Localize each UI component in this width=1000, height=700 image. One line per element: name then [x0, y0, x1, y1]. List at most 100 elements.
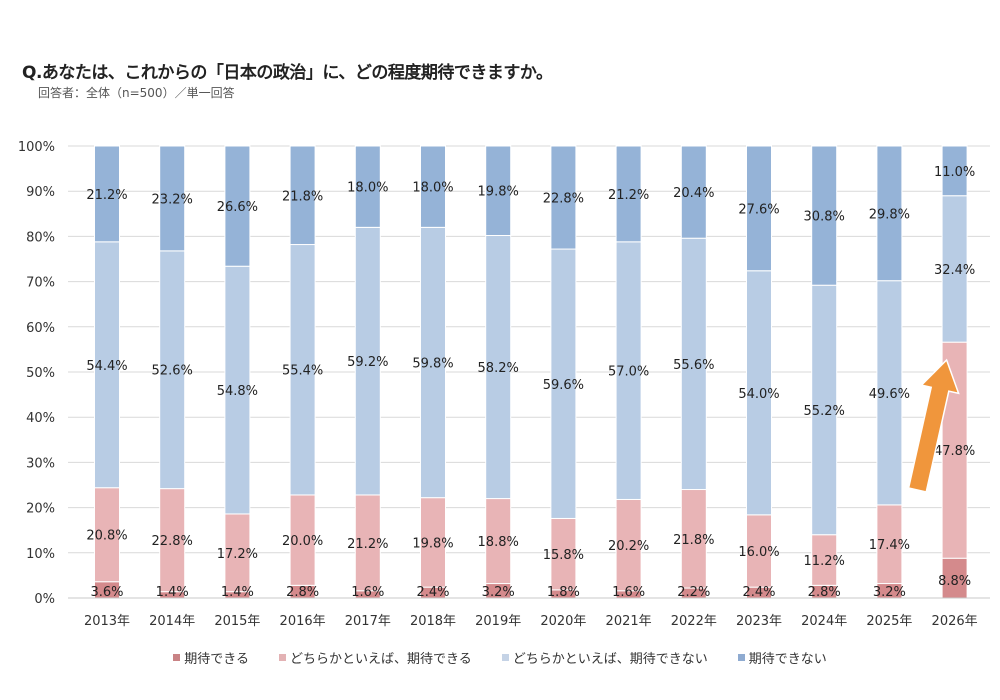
y-tick-label: 0% [34, 592, 55, 607]
legend-item: どちらかといえば、期待できない [501, 648, 708, 667]
y-tick-label: 60% [26, 321, 55, 336]
gridlines [68, 145, 990, 599]
x-tick-label: 2024年 [801, 614, 847, 629]
y-tick-label: 90% [26, 185, 55, 200]
x-tick-label: 2022年 [671, 614, 717, 629]
bar-segment [94, 145, 120, 243]
y-tick-label: 100% [18, 140, 55, 155]
y-tick-label: 40% [26, 411, 55, 426]
bar-segment [224, 145, 251, 267]
y-tick-label: 10% [26, 547, 55, 562]
legend: 期待できる どちらかといえば、期待できる どちらかといえば、期待できない 期待で… [0, 648, 1000, 667]
data-label: 21.8% [673, 533, 714, 548]
arrow-annotation [907, 358, 960, 493]
bar-segment [615, 241, 642, 500]
data-label: 17.4% [869, 538, 910, 553]
data-label: 21.2% [86, 188, 127, 203]
data-label: 1.8% [547, 585, 580, 600]
data-label: 2.4% [416, 585, 449, 600]
data-label: 11.0% [934, 165, 975, 180]
data-label: 22.8% [543, 192, 584, 207]
bar-segment [680, 237, 707, 491]
data-label: 23.2% [152, 192, 193, 207]
data-label: 20.4% [673, 186, 714, 201]
data-label: 1.6% [612, 585, 645, 600]
data-label: 55.6% [673, 358, 714, 373]
legend-swatch [173, 654, 181, 661]
bar-segment [159, 145, 186, 252]
data-label: 18.0% [412, 181, 453, 196]
data-label: 20.0% [282, 534, 323, 549]
data-labels: 3.6% 20.8% 54.4% 21.2% 1.4% 22.8% 52.6% 23.2% 1.… [86, 165, 975, 600]
bar-segment [550, 248, 577, 519]
data-label: 3.6% [90, 585, 123, 600]
data-label: 2.8% [286, 585, 319, 600]
data-label: 29.8% [869, 207, 910, 222]
y-axis: 0% 10% 20% 30% 40% 50% 60% 70% 80% 90% 100% [18, 140, 55, 607]
x-tick-label: 2018年 [410, 614, 456, 629]
legend-swatch [737, 654, 745, 661]
data-label: 26.6% [217, 200, 258, 215]
bar-segment [615, 498, 642, 592]
x-tick-label: 2021年 [606, 614, 652, 629]
legend-swatch [501, 654, 509, 661]
data-label: 17.2% [217, 547, 258, 562]
bar-segment [224, 265, 251, 515]
bar-segment [746, 270, 772, 516]
bar-segment [94, 487, 120, 583]
data-label: 52.6% [152, 364, 193, 379]
data-label: 2.8% [808, 585, 841, 600]
bar-segment [550, 517, 577, 591]
data-label: 21.8% [282, 189, 323, 204]
x-tick-label: 2015年 [214, 614, 260, 629]
data-label: 3.2% [482, 585, 515, 600]
x-tick-label: 2019年 [475, 614, 521, 629]
data-label: 32.4% [934, 263, 975, 278]
data-label: 58.2% [478, 361, 519, 376]
legend-label: どちらかといえば、期待できる [289, 652, 472, 667]
x-tick-label: 2017年 [345, 614, 391, 629]
bar-segment [746, 514, 772, 588]
data-label: 59.6% [543, 378, 584, 393]
bar-segment [485, 145, 512, 236]
x-tick-label: 2020年 [540, 614, 586, 629]
x-tick-label: 2014年 [149, 614, 195, 629]
data-label: 16.0% [738, 545, 779, 560]
legend-item: 期待できる [173, 648, 249, 667]
data-label: 8.8% [938, 574, 971, 589]
data-label: 2.4% [742, 585, 775, 600]
data-label: 27.6% [738, 202, 779, 217]
x-tick-label: 2013年 [84, 614, 130, 629]
x-tick-label: 2026年 [932, 614, 978, 629]
data-label: 54.4% [86, 359, 127, 374]
legend-item: 期待できない [737, 648, 827, 667]
bar-segment [159, 250, 186, 490]
legend-swatch [278, 654, 286, 661]
data-label: 55.4% [282, 364, 323, 379]
annotations [907, 358, 960, 493]
data-label: 57.0% [608, 365, 649, 380]
stacked-bar-chart: 0%10%20%30%40%50%60%70%80%90%100% 3.6%20… [18, 140, 990, 629]
data-label: 59.2% [347, 355, 388, 370]
x-tick-label: 2025年 [866, 614, 912, 629]
bar-segment [420, 226, 446, 499]
bar-segment [615, 145, 642, 243]
y-tick-label: 80% [26, 230, 55, 245]
y-tick-label: 30% [26, 456, 55, 471]
data-label: 15.8% [543, 548, 584, 563]
data-label: 55.2% [804, 404, 845, 419]
y-tick-label: 70% [26, 276, 55, 291]
data-label: 21.2% [347, 537, 388, 552]
data-label: 54.0% [738, 387, 779, 402]
bar-segment [159, 488, 186, 593]
bar-segment [420, 145, 446, 228]
data-label: 54.8% [217, 384, 258, 399]
y-tick-label: 20% [26, 502, 55, 517]
bar-segment [746, 145, 772, 272]
bar-segment [94, 241, 120, 489]
chart-subtitle: 回答者：全体（n=500）／単一回答 [38, 86, 235, 100]
bar-segment [354, 494, 381, 592]
data-label: 1.4% [221, 585, 254, 600]
legend-item: どちらかといえば、期待できる [278, 648, 472, 667]
bar-segment [289, 494, 316, 586]
